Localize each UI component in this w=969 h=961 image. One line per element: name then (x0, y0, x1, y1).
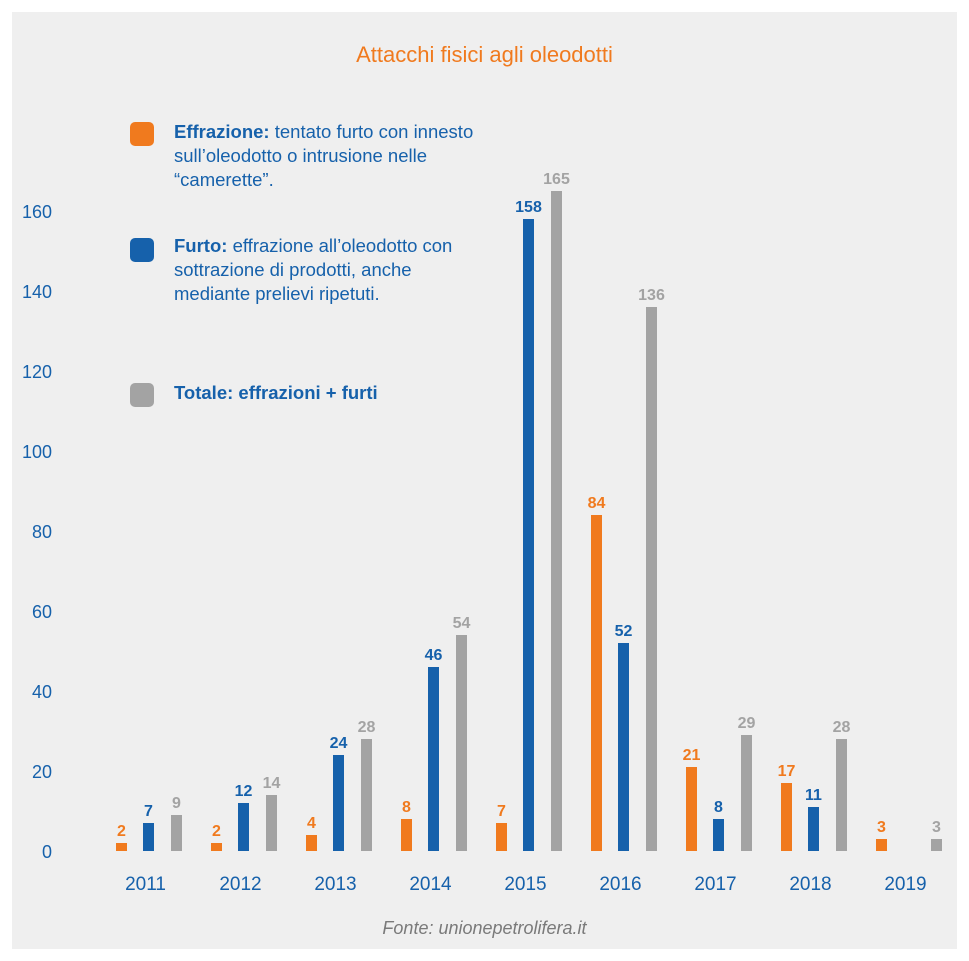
legend-swatch-furto (130, 238, 154, 262)
bar-totale-2012 (266, 795, 277, 851)
data-label-effrazione-2012: 2 (212, 823, 221, 840)
x-tick-label: 2014 (409, 874, 452, 895)
bar-furto-2017 (713, 819, 724, 851)
y-tick-label: 40 (32, 682, 52, 702)
bar-furto-2013 (333, 755, 344, 851)
data-label-effrazione-2016: 84 (588, 495, 606, 512)
data-label-furto-2017: 8 (714, 799, 723, 816)
bar-furto-2016 (618, 643, 629, 851)
data-label-furto-2014: 46 (425, 647, 443, 664)
bar-effrazione-2019 (876, 839, 887, 851)
x-tick-label: 2011 (125, 874, 166, 895)
bar-furto-2014 (428, 667, 439, 851)
data-label-effrazione-2018: 17 (778, 763, 796, 780)
data-label-totale-2011: 9 (172, 795, 181, 812)
bar-effrazione-2015 (496, 823, 507, 851)
bar-effrazione-2016 (591, 515, 602, 851)
x-tick-label: 2018 (789, 874, 831, 895)
bar-furto-2015 (523, 219, 534, 851)
bar-furto-2012 (238, 803, 249, 851)
legend-text-totale: Totale: effrazioni + furti (174, 381, 474, 405)
data-label-furto-2016: 52 (615, 623, 633, 640)
data-label-furto-2012: 12 (235, 783, 253, 800)
y-tick-label: 20 (32, 762, 52, 782)
data-label-furto-2018: 11 (805, 787, 822, 804)
x-tick-label: 2016 (599, 874, 641, 895)
legend-swatch-effrazione (130, 122, 154, 146)
x-tick-label: 2017 (694, 874, 736, 895)
source-note: Fonte: unionepetrolifera.it (382, 918, 587, 938)
bar-furto-2018 (808, 807, 819, 851)
legend-label-effrazione: Effrazione: (174, 121, 270, 142)
y-tick-label: 140 (22, 282, 52, 302)
bar-totale-2014 (456, 635, 467, 851)
bar-effrazione-2018 (781, 783, 792, 851)
x-tick-label: 2013 (314, 874, 356, 895)
legend-label-furto: Furto: (174, 235, 228, 256)
data-label-furto-2013: 24 (330, 735, 348, 752)
y-tick-label: 60 (32, 602, 52, 622)
bar-totale-2015 (551, 191, 562, 851)
legend-desc-furto: effrazione all’oleodotto con sottrazione… (174, 235, 453, 304)
y-tick-label: 80 (32, 522, 52, 542)
chart-title: Attacchi fisici agli oleodotti (356, 42, 613, 67)
x-tick-label: 2012 (219, 874, 261, 895)
bar-effrazione-2017 (686, 767, 697, 851)
y-tick-label: 120 (22, 362, 52, 382)
x-tick-label: 2015 (504, 874, 546, 895)
bar-furto-2011 (143, 823, 154, 851)
bar-effrazione-2013 (306, 835, 317, 851)
data-label-totale-2012: 14 (263, 775, 281, 792)
legend-swatch-totale (130, 383, 154, 407)
bar-effrazione-2011 (116, 843, 127, 851)
bar-totale-2019 (931, 839, 942, 851)
bar-effrazione-2014 (401, 819, 412, 851)
data-label-totale-2018: 28 (833, 719, 851, 736)
data-label-effrazione-2019: 3 (877, 819, 886, 836)
data-label-furto-2011: 7 (144, 803, 153, 820)
chart-frame: Attacchi fisici agli oleodotti 0 20 40 60 80… (12, 12, 957, 949)
data-label-totale-2014: 54 (453, 615, 471, 632)
data-label-totale-2016: 136 (638, 287, 665, 304)
bar-chart: 0 20 40 60 80 100 120 140 160 2011 2012 2013 2014 201… (22, 171, 942, 895)
x-tick-label: 2019 (884, 874, 926, 895)
data-label-totale-2013: 28 (358, 719, 376, 736)
data-label-furto-2015: 158 (515, 199, 542, 216)
bar-totale-2018 (836, 739, 847, 851)
data-label-effrazione-2014: 8 (402, 799, 411, 816)
data-label-totale-2017: 29 (738, 715, 756, 732)
y-tick-label: 100 (22, 442, 52, 462)
y-tick-label: 0 (42, 842, 52, 862)
bar-totale-2011 (171, 815, 182, 851)
data-label-effrazione-2011: 2 (117, 823, 126, 840)
bar-totale-2017 (741, 735, 752, 851)
data-label-effrazione-2017: 21 (683, 747, 701, 764)
data-label-effrazione-2013: 4 (307, 815, 316, 832)
bar-totale-2016 (646, 307, 657, 851)
legend-text-furto: Furto: effrazione all’oleodotto con sott… (174, 234, 474, 306)
legend-text-effrazione: Effrazione: tentato furto con innesto su… (174, 120, 474, 192)
data-label-totale-2015: 165 (543, 171, 570, 188)
y-tick-label: 160 (22, 202, 52, 222)
data-label-effrazione-2015: 7 (497, 803, 506, 820)
bar-effrazione-2012 (211, 843, 222, 851)
legend-desc-effrazione: tentato furto con innesto sull’oleodotto… (174, 121, 474, 190)
legend-label-totale: Totale: effrazioni + furti (174, 382, 378, 403)
data-label-totale-2019: 3 (932, 819, 941, 836)
bar-totale-2013 (361, 739, 372, 851)
